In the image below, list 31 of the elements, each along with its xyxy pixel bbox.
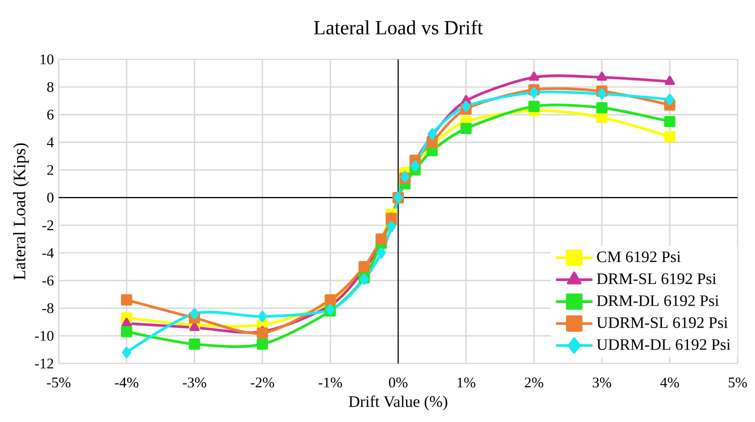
y-tick-label: 10	[40, 54, 54, 64]
y-tick-label: 2	[47, 165, 54, 175]
y-axis-title: Lateral Load (Kips)	[13, 143, 29, 280]
legend-label: UDRM-SL 6192 Psi	[596, 317, 728, 328]
y-tick-label: 8	[47, 82, 54, 92]
y-tick-label: 6	[47, 110, 54, 120]
x-tick-label: 5%	[728, 377, 747, 388]
x-axis-title: Drift Value (%)	[348, 395, 448, 410]
legend-label: DRM-DL 6192 Psi	[596, 295, 719, 306]
chart-title: Lateral Load vs Drift	[314, 20, 483, 34]
y-tick-label: 0	[47, 192, 54, 202]
legend-label: CM 6192 Psi	[597, 251, 681, 262]
legend-label: UDRM-DL 6192 Psi	[596, 339, 730, 350]
x-tick-label: 1%	[458, 377, 476, 388]
y-tick-label: -8	[42, 303, 54, 314]
x-tick-label: -1%	[318, 377, 342, 388]
x-tick-label: 3%	[592, 377, 612, 388]
x-tick-label: 4%	[660, 377, 680, 388]
legend-label: DRM-SL 6192 Psi	[596, 273, 716, 284]
x-tick-label: -5%	[47, 377, 70, 388]
x-tick-label: -4%	[114, 377, 138, 388]
y-tick-label: -12	[34, 358, 54, 368]
x-tick-label: 0%	[388, 377, 408, 388]
y-tick-label: -10	[34, 330, 54, 341]
y-tick-label: -6	[42, 276, 54, 286]
x-tick-label: 2%	[524, 377, 544, 388]
y-tick-label: 4	[46, 137, 54, 148]
y-tick-label: -2	[42, 220, 54, 230]
x-tick-label: -2%	[250, 377, 274, 388]
x-tick-label: -3%	[182, 377, 206, 388]
y-tick-label: -4	[42, 248, 54, 258]
